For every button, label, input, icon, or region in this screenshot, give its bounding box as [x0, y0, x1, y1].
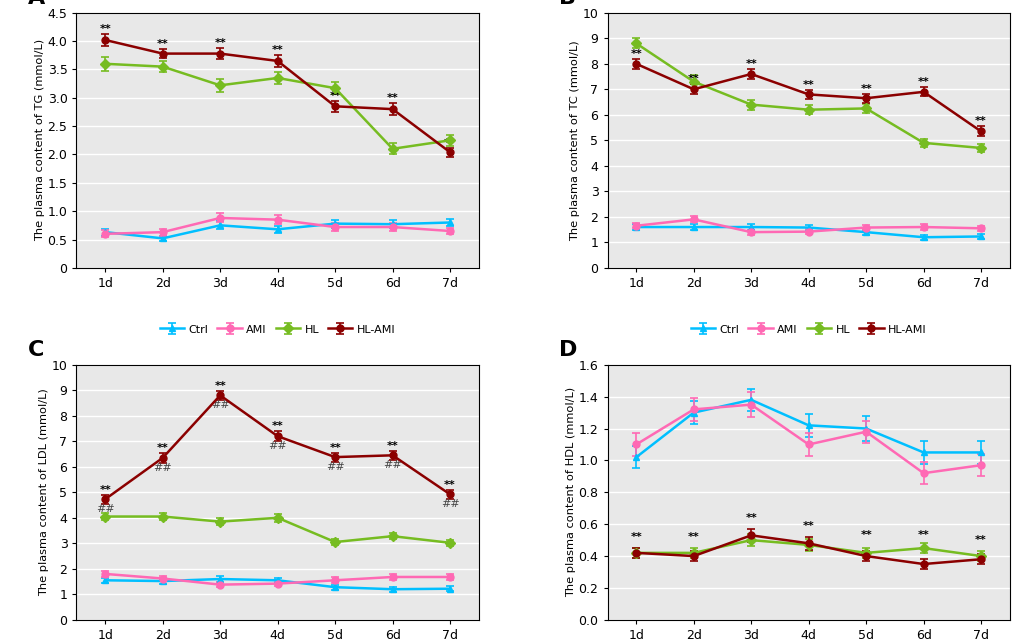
Text: **: ** [443, 480, 455, 489]
Text: **: ** [974, 116, 986, 127]
Text: ##: ## [96, 504, 114, 514]
Text: **: ** [802, 80, 814, 90]
Text: A: A [29, 0, 46, 8]
Text: ##: ## [325, 462, 344, 472]
Text: **: ** [329, 91, 340, 100]
Text: **: ** [329, 443, 340, 452]
Text: ##: ## [211, 400, 229, 410]
Legend: Ctrl, AMI, HL, HL-AMI: Ctrl, AMI, HL, HL-AMI [686, 320, 930, 339]
Text: ##: ## [440, 499, 459, 509]
Text: **: ** [974, 535, 986, 545]
Text: ##: ## [268, 442, 286, 451]
Text: **: ** [386, 93, 398, 104]
Text: **: ** [214, 381, 226, 391]
Text: **: ** [271, 45, 283, 56]
Text: **: ** [917, 530, 928, 540]
Y-axis label: The plasma content of LDL (mmol/L): The plasma content of LDL (mmol/L) [39, 389, 49, 596]
Text: **: ** [687, 532, 699, 542]
Y-axis label: The plasma content of HDL (mmol/L): The plasma content of HDL (mmol/L) [566, 387, 575, 597]
Text: **: ** [859, 84, 871, 94]
Text: **: ** [859, 530, 871, 540]
Text: **: ** [745, 512, 756, 523]
Y-axis label: The plasma content of TC (mmol/L): The plasma content of TC (mmol/L) [570, 40, 579, 241]
Text: **: ** [443, 137, 455, 148]
Text: **: ** [917, 77, 928, 88]
Legend: Ctrl, AMI, HL, HL-AMI: Ctrl, AMI, HL, HL-AMI [155, 320, 399, 339]
Text: **: ** [802, 521, 814, 530]
Y-axis label: The plasma content of TG (mmol/L): The plasma content of TG (mmol/L) [35, 39, 45, 242]
Text: **: ** [157, 443, 168, 453]
Text: **: ** [630, 49, 642, 59]
Text: B: B [558, 0, 576, 8]
Text: **: ** [687, 74, 699, 84]
Text: D: D [558, 340, 577, 360]
Text: **: ** [271, 421, 283, 431]
Text: ##: ## [383, 460, 401, 470]
Text: **: ** [630, 532, 642, 542]
Text: **: ** [386, 441, 398, 450]
Text: **: ** [157, 39, 168, 49]
Text: C: C [29, 340, 45, 360]
Text: **: ** [214, 38, 226, 48]
Text: **: ** [99, 24, 111, 35]
Text: **: ** [99, 484, 111, 495]
Text: **: ** [745, 59, 756, 69]
Text: ##: ## [153, 463, 172, 473]
